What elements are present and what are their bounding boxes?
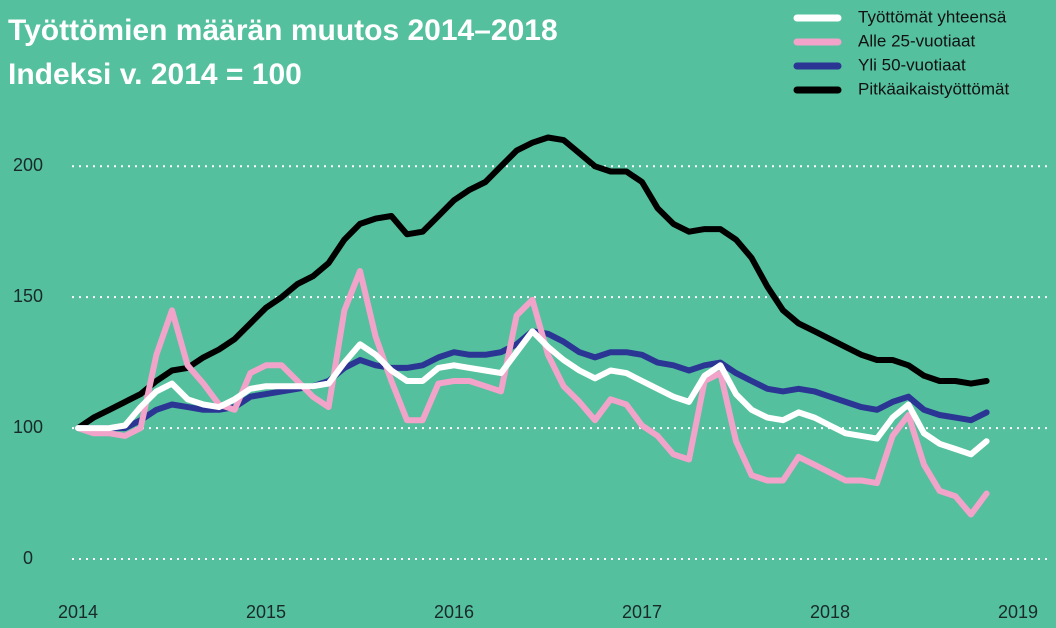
legend-label: Yli 50-vuotiaat (858, 55, 966, 74)
x-tick-label: 2016 (434, 602, 474, 622)
x-tick-label: 2015 (246, 602, 286, 622)
y-tick-label: 0 (23, 548, 33, 568)
x-tick-label: 2018 (810, 602, 850, 622)
x-tick-label: 2014 (58, 602, 98, 622)
legend-label: Työttömät yhteensä (858, 7, 1007, 26)
legend-label: Pitkäaikaistyöttömät (858, 79, 1009, 98)
chart-title: Työttömien määrän muutos 2014–2018 (8, 14, 558, 47)
series-line (75, 328, 990, 458)
series-line (75, 134, 990, 432)
x-tick-label: 2017 (622, 602, 662, 622)
x-tick-label: 2019 (998, 602, 1038, 622)
legend-label: Alle 25-vuotiaat (858, 31, 975, 50)
y-tick-label: 200 (13, 155, 43, 175)
chart-subtitle: Indeksi v. 2014 = 100 (8, 58, 302, 91)
series-line (75, 268, 990, 518)
y-tick-label: 150 (13, 286, 43, 306)
y-tick-label: 100 (13, 417, 43, 437)
